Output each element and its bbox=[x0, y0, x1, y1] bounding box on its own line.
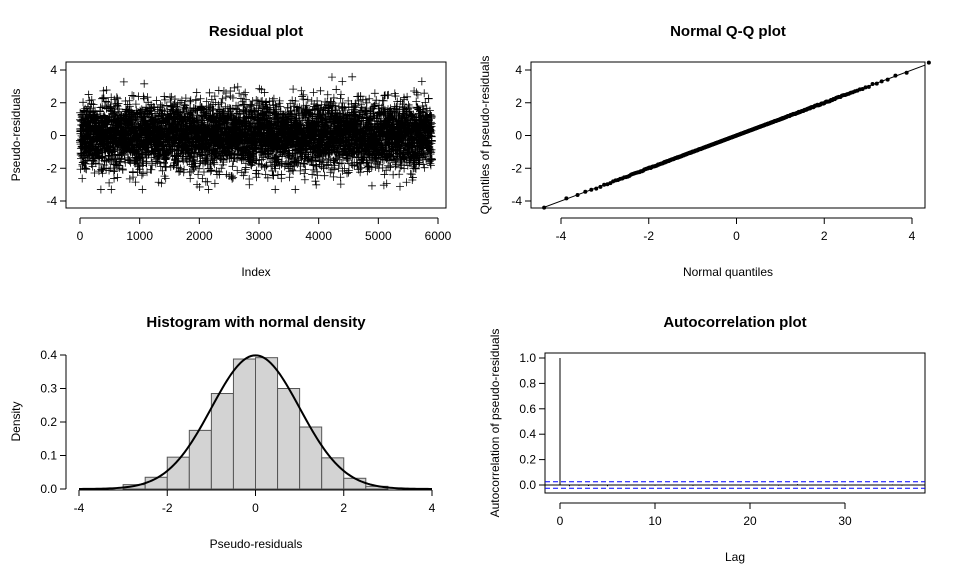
x-tick-label: 4 bbox=[429, 501, 436, 515]
x-tick-label: 2000 bbox=[186, 229, 213, 243]
x-tick-label: -2 bbox=[643, 229, 654, 243]
y-axis-label: Autocorrelation of pseudo-residuals bbox=[488, 329, 502, 518]
histogram-bar bbox=[299, 426, 323, 490]
y-tick-label: 2 bbox=[515, 96, 522, 110]
histogram-bar bbox=[321, 457, 345, 490]
y-tick-label: 0.4 bbox=[40, 348, 57, 362]
y-tick-label: 1.0 bbox=[519, 351, 536, 365]
y-tick-label: 0.8 bbox=[519, 376, 536, 390]
y-tick-label: 0.3 bbox=[40, 382, 57, 396]
y-tick-label: 4 bbox=[515, 63, 522, 77]
y-axis-label: Density bbox=[9, 401, 23, 441]
panel-4: Autocorrelation plot 0 10 20 30 Lag 0.0 0.2 0.4 0… bbox=[488, 314, 926, 564]
qq-point bbox=[904, 70, 909, 75]
y-tick-label: -2 bbox=[511, 161, 522, 175]
y-tick-label: 0 bbox=[515, 129, 522, 143]
y-tick-label: 0.0 bbox=[40, 482, 57, 496]
y-tick-label: 4 bbox=[50, 63, 57, 77]
histogram-bar bbox=[232, 358, 256, 490]
residual-points bbox=[76, 72, 436, 194]
x-tick-label: 3000 bbox=[246, 229, 273, 243]
qq-point bbox=[893, 73, 898, 78]
qq-point bbox=[583, 189, 588, 194]
x-tick-label: -4 bbox=[74, 501, 85, 515]
qq-point bbox=[870, 81, 875, 86]
x-tick-label: 1000 bbox=[126, 229, 153, 243]
qq-point bbox=[926, 60, 931, 65]
y-axis-label: Quantiles of pseudo-residuals bbox=[478, 56, 492, 215]
x-axis-label: Pseudo-residuals bbox=[210, 537, 303, 551]
y-tick-label: 0.4 bbox=[519, 427, 536, 441]
qq-point bbox=[594, 186, 599, 191]
y-axis-label: Pseudo-residuals bbox=[9, 89, 23, 182]
x-tick-label: 30 bbox=[838, 514, 852, 528]
plot-frame bbox=[544, 352, 926, 494]
x-tick-label: 5000 bbox=[365, 229, 392, 243]
normal-density-curve bbox=[78, 354, 433, 490]
qq-point bbox=[564, 196, 569, 201]
chart-title: Histogram with normal density bbox=[146, 314, 366, 331]
qq-point bbox=[860, 87, 865, 92]
x-tick-label: 20 bbox=[743, 514, 757, 528]
x-tick-label: 0 bbox=[557, 514, 564, 528]
y-tick-label: -2 bbox=[46, 161, 57, 175]
x-tick-label: 4000 bbox=[305, 229, 332, 243]
y-tick-label: -4 bbox=[46, 194, 57, 208]
y-tick-label: 2 bbox=[50, 96, 57, 110]
y-tick-label: 0.2 bbox=[519, 453, 536, 467]
x-axis-label: Normal quantiles bbox=[683, 265, 773, 279]
panel-2: Normal Q-Q plot -4 -2 0 2 4 Normal quantiles -4… bbox=[478, 23, 931, 279]
qq-point bbox=[866, 84, 871, 89]
x-tick-label: -2 bbox=[162, 501, 173, 515]
x-axis-label: Index bbox=[241, 265, 270, 279]
chart-title: Normal Q-Q plot bbox=[670, 23, 786, 40]
plot-frame bbox=[530, 61, 926, 209]
qq-point bbox=[542, 205, 547, 210]
y-tick-label: 0.0 bbox=[519, 478, 536, 492]
qq-point bbox=[879, 79, 884, 84]
y-tick-label: 0 bbox=[50, 129, 57, 143]
qq-point bbox=[589, 187, 594, 192]
x-tick-label: 6000 bbox=[425, 229, 452, 243]
qq-point bbox=[885, 77, 890, 82]
chart-title: Autocorrelation plot bbox=[663, 314, 806, 331]
qq-point bbox=[874, 81, 879, 86]
x-tick-label: 0 bbox=[733, 229, 740, 243]
x-tick-label: 2 bbox=[340, 501, 347, 515]
qq-point bbox=[602, 182, 607, 187]
histogram-bar bbox=[343, 477, 367, 490]
y-tick-label: 0.1 bbox=[40, 449, 57, 463]
x-tick-label: 0 bbox=[77, 229, 84, 243]
qq-point bbox=[863, 85, 868, 90]
histogram-bar bbox=[166, 456, 190, 490]
y-tick-label: 0.2 bbox=[40, 415, 57, 429]
chart-title: Residual plot bbox=[209, 23, 303, 40]
x-tick-label: -4 bbox=[556, 229, 567, 243]
panel-1: Residual plot 0 1000 2000 3000 4000 5000 6000 In… bbox=[9, 23, 452, 279]
histogram-bar bbox=[255, 357, 279, 490]
panel-3: Histogram with normal density -4 -2 0 2 4 Pseu… bbox=[9, 314, 436, 551]
qq-point bbox=[575, 192, 580, 197]
x-axis-label: Lag bbox=[725, 550, 745, 564]
qq-point bbox=[598, 184, 603, 189]
x-tick-label: 10 bbox=[648, 514, 662, 528]
y-tick-label: -4 bbox=[511, 194, 522, 208]
x-tick-label: 4 bbox=[909, 229, 916, 243]
y-tick-label: 0.6 bbox=[519, 402, 536, 416]
x-tick-label: 0 bbox=[252, 501, 259, 515]
histogram-bar bbox=[210, 393, 234, 490]
x-tick-label: 2 bbox=[821, 229, 828, 243]
